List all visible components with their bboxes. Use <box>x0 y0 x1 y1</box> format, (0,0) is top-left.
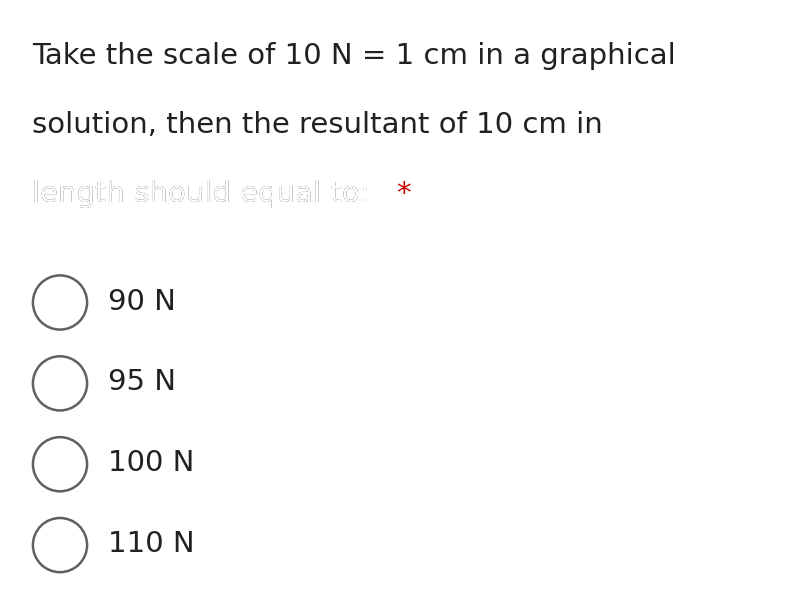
Text: 110 N: 110 N <box>108 530 194 558</box>
Text: solution, then the resultant of 10 cm in: solution, then the resultant of 10 cm in <box>32 111 602 139</box>
Text: Take the scale of 10 N = 1 cm in a graphical: Take the scale of 10 N = 1 cm in a graph… <box>32 42 676 70</box>
Text: *: * <box>396 180 410 208</box>
Text: 90 N: 90 N <box>108 288 176 316</box>
Text: 100 N: 100 N <box>108 449 194 477</box>
Text: 95 N: 95 N <box>108 368 176 397</box>
Text: length should equal to: *: length should equal to: * <box>32 180 394 208</box>
Text: length should equal to:: length should equal to: <box>32 180 378 208</box>
